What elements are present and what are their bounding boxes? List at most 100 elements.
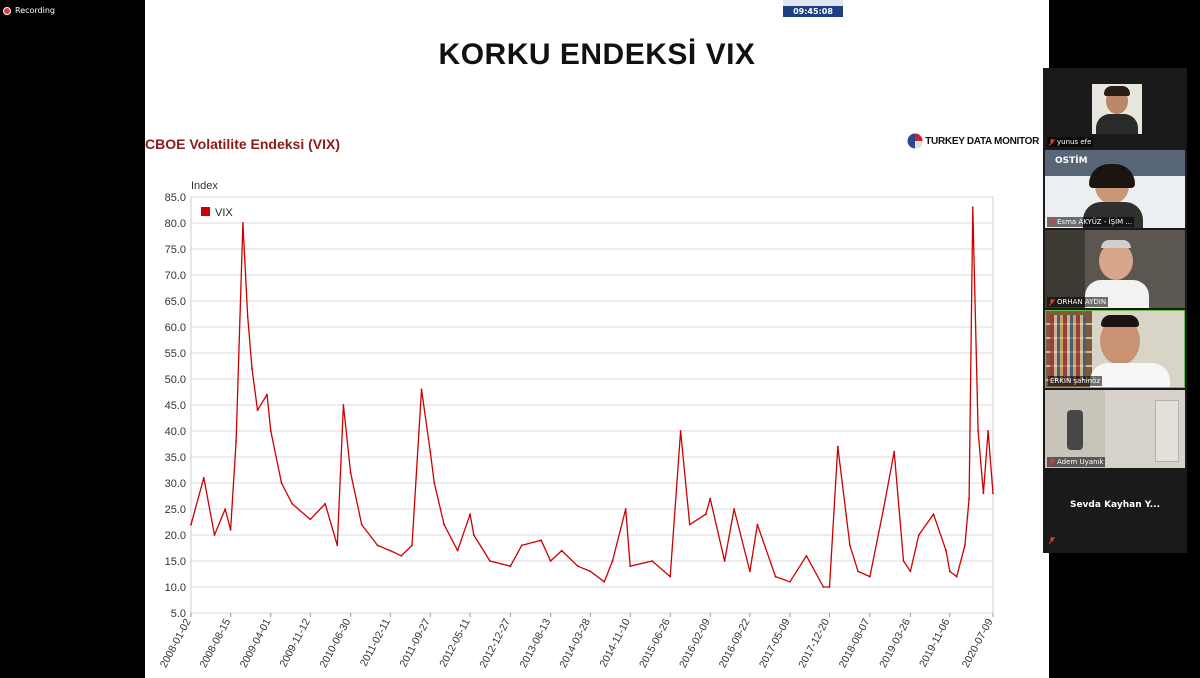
mic-muted-icon <box>1049 458 1055 466</box>
x-tick-label: 2009-04-01 <box>238 617 274 670</box>
vix-data-point <box>389 549 392 552</box>
vix-data-point <box>836 445 839 448</box>
y-tick-label: 25.0 <box>165 504 186 516</box>
participant-tile-6[interactable]: Sevda Kayhan Y... <box>1045 470 1185 548</box>
participant-tile-4-active-speaker[interactable]: ERKİN şahinöz <box>1045 310 1185 388</box>
vix-data-point <box>971 206 974 209</box>
x-tick-label: 2010-06-30 <box>317 617 353 670</box>
vix-data-point <box>945 549 947 552</box>
y-tick-label: 70.0 <box>165 270 186 282</box>
vix-data-point <box>723 560 726 562</box>
vix-data-point <box>336 544 339 547</box>
vix-data-point <box>955 575 958 578</box>
vix-data-point <box>902 560 905 562</box>
vix-data-point <box>756 523 759 526</box>
y-tick-label: 30.0 <box>165 478 186 490</box>
vix-data-point <box>893 450 896 453</box>
y-tick-label: 10.0 <box>165 582 186 594</box>
x-tick-label: 2017-12-20 <box>796 617 832 670</box>
vix-data-point <box>246 315 249 318</box>
vix-data-point <box>324 502 327 505</box>
vix-data-point <box>429 450 432 453</box>
vix-data-point <box>805 554 808 557</box>
x-tick-label: 2013-08-13 <box>517 617 553 670</box>
vix-data-point <box>213 534 216 536</box>
x-tick-label: 2012-12-27 <box>477 617 513 670</box>
vix-data-point <box>733 508 735 510</box>
y-tick-label: 80.0 <box>165 218 186 230</box>
vix-data-point <box>977 430 979 432</box>
x-tick-label: 2016-02-09 <box>677 617 713 670</box>
participant-tile-5[interactable]: Adem Uyanık <box>1045 390 1185 468</box>
vix-data-point <box>229 528 232 531</box>
x-tick-label: 2011-02-11 <box>358 617 393 669</box>
vix-data-point <box>266 393 268 396</box>
meeting-clock: 09:45:08 <box>783 0 843 17</box>
vix-data-point <box>349 471 352 474</box>
legend-label: VIX <box>215 207 233 219</box>
y-tick-label: 5.0 <box>171 608 186 620</box>
x-tick-label: 2014-03-28 <box>557 617 593 670</box>
participants-panel: yunus efe OSTİM Esma AKYÜZ - İŞİM ... OR… <box>1043 68 1187 553</box>
vix-data-point <box>603 580 606 583</box>
mic-muted-icon <box>1049 298 1055 306</box>
vix-data-point <box>651 560 654 562</box>
y-tick-label: 20.0 <box>165 530 186 542</box>
y-tick-label: 15.0 <box>165 556 186 568</box>
x-tick-label: 2008-08-15 <box>197 617 233 670</box>
vix-data-point <box>909 570 912 573</box>
vix-data-point <box>629 565 632 568</box>
vix-data-point <box>280 482 283 484</box>
vix-data-point <box>269 430 272 432</box>
vix-data-point <box>549 560 552 562</box>
shared-slide: 09:45:08 KORKU ENDEKSİ VIX CBOE Volatili… <box>145 0 1049 678</box>
brand-logo: TURKEY DATA MONITOR <box>907 133 1039 149</box>
vix-data-point <box>411 544 413 547</box>
x-tick-label: 2020-07-09 <box>960 617 996 670</box>
vix-data-point <box>560 549 563 552</box>
vix-data-point <box>242 222 244 224</box>
participant-label: yunus efe <box>1047 137 1094 147</box>
avatar <box>1092 84 1142 134</box>
chart-title: CBOE Volatilite Endeksi (VIX) <box>145 136 341 152</box>
y-tick-label: 60.0 <box>165 322 186 334</box>
participant-label: Adem Uyanık <box>1047 457 1106 467</box>
vix-data-point <box>251 367 253 370</box>
slide-title: KORKU ENDEKSİ VIX <box>438 38 756 71</box>
recording-label: Recording <box>15 6 56 15</box>
vix-data-point <box>576 565 579 568</box>
record-icon <box>3 6 11 15</box>
vix-data-point <box>857 570 859 573</box>
vix-data-point <box>688 523 691 526</box>
participant-tile-2[interactable]: OSTİM Esma AKYÜZ - İŞİM ... <box>1045 150 1185 228</box>
vix-data-point <box>669 575 672 578</box>
vix-data-point <box>948 570 951 573</box>
participant-tile-1[interactable]: yunus efe <box>1045 70 1185 148</box>
vix-data-point <box>932 513 935 516</box>
vix-data-point <box>589 570 592 573</box>
vix-data-point <box>520 544 523 547</box>
participant-tile-3[interactable]: ORHAN AYDIN <box>1045 230 1185 308</box>
y-tick-label: 45.0 <box>165 400 186 412</box>
vix-data-point <box>291 502 294 505</box>
x-tick-label: 2011-09-27 <box>397 617 433 670</box>
participant-label: ERKİN şahinöz <box>1048 376 1103 386</box>
x-tick-label: 2017-05-09 <box>757 617 793 670</box>
vix-line-chart: 85.0 80.0 75.0 70.0 65.0 60.0 55.0 50.0 45.0 40.0… <box>158 180 996 670</box>
y-tick-label: 85.0 <box>165 192 186 204</box>
vix-data-point <box>987 430 989 432</box>
globe-icon <box>907 133 923 149</box>
y-axis-label: Index <box>191 180 218 192</box>
y-tick-label: 40.0 <box>165 426 186 438</box>
y-tick-label: 50.0 <box>165 374 186 386</box>
vix-data-point <box>443 523 445 526</box>
x-tick-label: 2019-11-06 <box>917 617 953 670</box>
vix-data-point <box>433 482 436 484</box>
x-tick-label: 2019-03-26 <box>877 617 913 670</box>
vix-data-point <box>309 518 312 521</box>
vix-data-point <box>456 549 459 552</box>
vix-data-point <box>849 544 851 547</box>
x-tick-label: 2012-05-11 <box>437 617 473 670</box>
vix-data-point <box>964 544 966 547</box>
vix-data-point <box>256 409 259 412</box>
